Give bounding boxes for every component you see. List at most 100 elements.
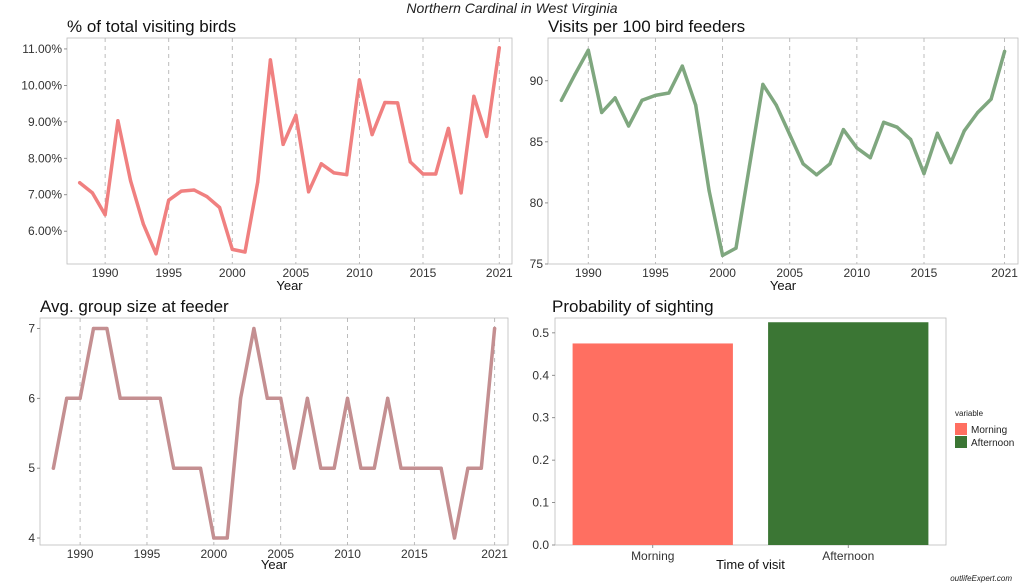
data-point bbox=[230, 247, 234, 252]
y-tick-label: 7 bbox=[28, 321, 35, 335]
data-point bbox=[680, 64, 684, 68]
data-point bbox=[653, 93, 658, 98]
data-point bbox=[78, 181, 82, 185]
data-point bbox=[493, 326, 497, 331]
data-point bbox=[788, 132, 792, 137]
data-point bbox=[935, 131, 940, 135]
data-point bbox=[734, 246, 738, 250]
x-tick-label: Morning bbox=[631, 549, 674, 563]
series-line bbox=[51, 326, 497, 540]
watermark: outlifeExpert.com bbox=[950, 574, 1012, 583]
y-tick-label: 85 bbox=[530, 135, 544, 149]
x-tick-label: 2010 bbox=[334, 547, 361, 561]
data-point bbox=[116, 119, 120, 123]
data-point bbox=[868, 156, 872, 160]
y-tick-label: 8.00% bbox=[28, 151, 62, 165]
data-point bbox=[720, 253, 725, 258]
data-point bbox=[484, 134, 489, 139]
data-point bbox=[922, 172, 926, 176]
data-point bbox=[600, 110, 604, 115]
data-point bbox=[345, 173, 349, 177]
data-point bbox=[243, 250, 247, 254]
data-point bbox=[459, 191, 463, 195]
data-point bbox=[908, 137, 913, 141]
data-point bbox=[828, 162, 832, 166]
data-point bbox=[408, 160, 412, 164]
figure-title: Northern Cardinal in West Virginia bbox=[406, 0, 618, 16]
x-tick-label: 2000 bbox=[709, 266, 736, 280]
data-point bbox=[814, 173, 819, 177]
data-point bbox=[90, 191, 95, 195]
data-point bbox=[281, 142, 285, 147]
legend-entry: Morning bbox=[971, 425, 1007, 436]
data-point bbox=[694, 103, 698, 107]
series-line bbox=[77, 46, 502, 256]
data-point bbox=[747, 164, 752, 168]
data-point bbox=[640, 98, 644, 102]
x-tick-label: 2015 bbox=[401, 547, 428, 561]
x-axis-label: Year bbox=[276, 278, 303, 293]
data-point bbox=[707, 189, 711, 193]
data-point bbox=[332, 171, 336, 175]
data-point bbox=[265, 396, 269, 400]
x-tick-label: 2021 bbox=[481, 547, 508, 561]
data-point bbox=[306, 190, 311, 194]
y-tick-label: 0.2 bbox=[532, 453, 549, 467]
x-axis-label: Year bbox=[770, 278, 797, 293]
x-tick-label: 2015 bbox=[410, 266, 437, 280]
data-point bbox=[841, 128, 846, 132]
data-point bbox=[370, 132, 374, 137]
data-point bbox=[141, 222, 145, 226]
legend-entry: Afternoon bbox=[971, 438, 1014, 449]
y-tick-label: 7.00% bbox=[28, 188, 62, 202]
y-tick-label: 10.00% bbox=[21, 78, 62, 92]
data-point bbox=[225, 536, 229, 540]
data-point bbox=[446, 126, 451, 130]
data-point bbox=[452, 536, 457, 540]
data-point bbox=[949, 161, 953, 165]
y-tick-label: 80 bbox=[530, 196, 544, 210]
data-point bbox=[559, 98, 564, 102]
x-tick-label: 1990 bbox=[92, 266, 119, 280]
bar-afternoon bbox=[768, 322, 929, 545]
data-point bbox=[421, 172, 425, 176]
chart-panel-1: % of total visiting birds 1990 1995 2000 200… bbox=[21, 17, 513, 293]
data-point bbox=[426, 466, 430, 470]
x-tick-label: 2005 bbox=[776, 266, 803, 280]
y-tick-label: 0.0 bbox=[532, 538, 549, 552]
data-point bbox=[198, 466, 203, 470]
y-tick-label: 4 bbox=[28, 531, 35, 545]
chart-panel-3: Avg. group size at feeder 1990 1995 2000 200… bbox=[28, 297, 509, 572]
bar-morning bbox=[572, 343, 733, 545]
data-point bbox=[386, 396, 390, 400]
data-point bbox=[91, 326, 96, 331]
data-point bbox=[217, 205, 222, 210]
data-point bbox=[256, 180, 260, 184]
data-point bbox=[395, 101, 400, 105]
data-point bbox=[167, 198, 171, 202]
data-point bbox=[279, 396, 283, 400]
data-point bbox=[1002, 49, 1007, 54]
x-tick-label: 2005 bbox=[283, 266, 310, 280]
data-point bbox=[976, 110, 980, 115]
data-point bbox=[434, 172, 438, 176]
data-point bbox=[319, 466, 323, 470]
data-point bbox=[774, 103, 778, 107]
data-point bbox=[105, 326, 109, 331]
data-point bbox=[357, 78, 362, 82]
data-point bbox=[132, 396, 136, 400]
data-point bbox=[383, 100, 387, 105]
x-tick-label: 2015 bbox=[911, 266, 938, 280]
data-point bbox=[118, 396, 122, 400]
y-tick-label: 0.1 bbox=[532, 496, 549, 510]
plot-frame bbox=[547, 37, 1019, 265]
data-point bbox=[479, 466, 483, 470]
x-tick-label: 1995 bbox=[155, 266, 182, 280]
data-point bbox=[573, 73, 577, 77]
x-tick-label: 2010 bbox=[346, 266, 373, 280]
data-point bbox=[51, 466, 55, 470]
y-tick-label: 0.5 bbox=[532, 326, 549, 340]
chart-panel-4: Probability of sighting 0.0 0.1 0.2 0.3 0.4 0.… bbox=[532, 297, 1014, 572]
data-point bbox=[103, 213, 107, 217]
